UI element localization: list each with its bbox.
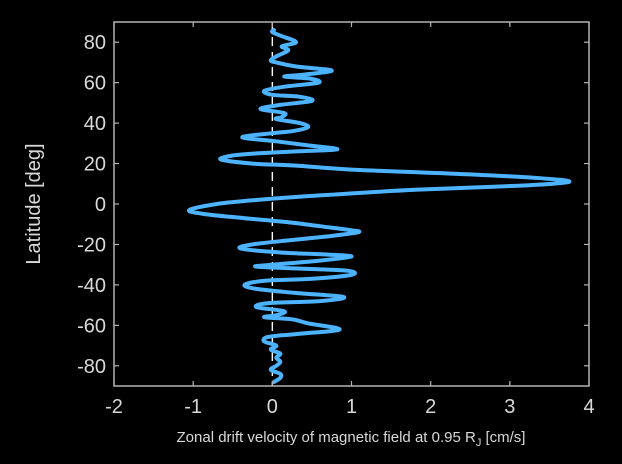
x-axis-title-unit: [cm/s] (481, 429, 525, 446)
series-line (186, 28, 572, 384)
x-tick-label: -2 (105, 396, 123, 418)
series-layer (186, 28, 572, 384)
x-tick-label: 4 (583, 396, 594, 418)
y-tick-label: 80 (84, 32, 106, 54)
x-tick-label: 3 (504, 396, 515, 418)
y-tick-label: 40 (84, 113, 106, 135)
y-tick-label: 20 (84, 154, 106, 176)
y-tick-label: 0 (95, 194, 106, 216)
x-axis-title-subscript: J (476, 437, 482, 449)
y-tick-label: -60 (77, 315, 106, 337)
x-tick-label: 0 (267, 396, 278, 418)
y-tick-label: -80 (77, 356, 106, 378)
y-tick-label: -20 (77, 234, 106, 256)
y-tick-label: -40 (77, 275, 106, 297)
x-axis: -2 -1 0 1 2 3 4 (105, 22, 595, 418)
y-axis-title: Latitude [deg] (23, 143, 45, 264)
x-tick-label: -1 (184, 396, 202, 418)
x-tick-label: 2 (425, 396, 436, 418)
x-axis-title-main: Zonal drift velocity of magnetic field a… (177, 429, 476, 446)
x-axis-title: Zonal drift velocity of magnetic field a… (177, 429, 526, 449)
x-tick-label: 1 (346, 396, 357, 418)
y-axis: -80 -60 -40 -20 0 20 40 60 80 (77, 32, 589, 378)
y-tick-label: 60 (84, 73, 106, 95)
